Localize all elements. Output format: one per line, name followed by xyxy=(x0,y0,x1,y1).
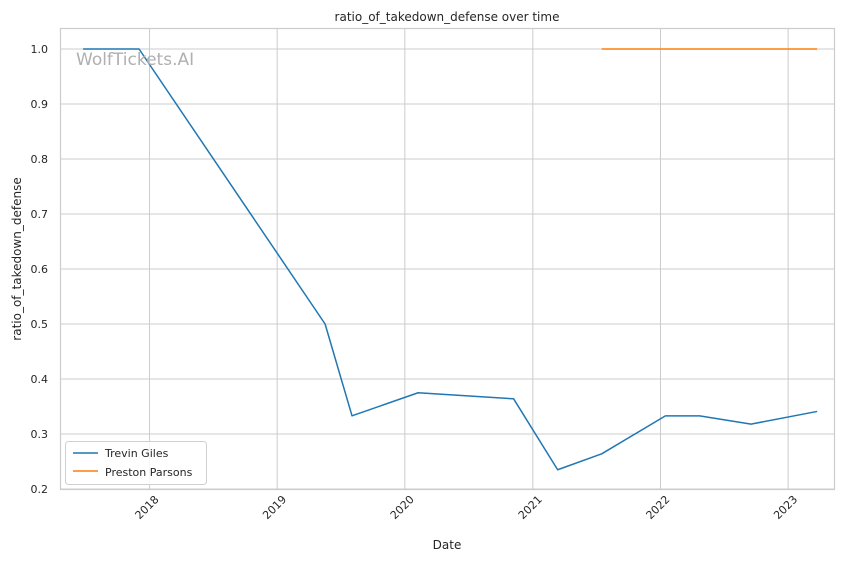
legend-label-trevin-giles: Trevin Giles xyxy=(104,447,169,460)
y-tick-label: 0.5 xyxy=(31,318,49,331)
grid-layer xyxy=(60,28,835,490)
legend-label-preston-parsons: Preston Parsons xyxy=(105,466,193,479)
legend-box xyxy=(65,441,207,485)
series-layer xyxy=(83,48,818,471)
legend: Trevin Giles Preston Parsons xyxy=(65,441,207,485)
y-tick-label: 0.8 xyxy=(31,153,49,166)
plot-frame xyxy=(59,27,836,491)
y-tick-label: 0.9 xyxy=(31,98,49,111)
watermark: WolfTickets.AI xyxy=(76,50,194,70)
y-tick-label: 0.4 xyxy=(31,373,49,386)
y-tick-label: 0.2 xyxy=(31,483,49,496)
y-tick-label: 1.0 xyxy=(31,43,49,56)
x-axis-label: Date xyxy=(433,538,462,552)
series-line-trevin-giles xyxy=(83,48,818,471)
y-axis-label: ratio_of_takedown_defense xyxy=(10,177,24,340)
y-tick-label: 0.6 xyxy=(31,263,49,276)
y-tick-label: 0.3 xyxy=(31,428,49,441)
y-tick-label: 0.7 xyxy=(31,208,49,221)
chart-title: ratio_of_takedown_defense over time xyxy=(335,10,560,24)
